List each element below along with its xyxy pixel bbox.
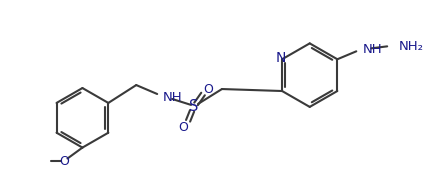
- Text: NH: NH: [163, 91, 183, 105]
- Text: NH: NH: [362, 43, 382, 56]
- Text: S: S: [189, 99, 199, 114]
- Text: N: N: [276, 51, 286, 65]
- Text: O: O: [178, 121, 188, 134]
- Text: O: O: [60, 155, 69, 168]
- Text: O: O: [203, 82, 213, 96]
- Text: NH₂: NH₂: [399, 40, 424, 53]
